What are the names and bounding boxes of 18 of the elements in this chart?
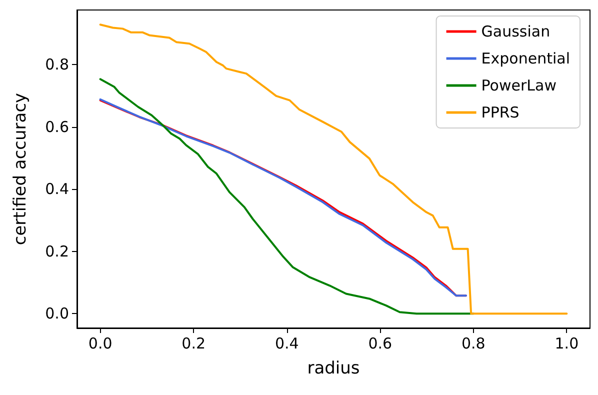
x-tick-label: 0.4 [274, 334, 299, 352]
legend-label: PPRS [481, 104, 520, 122]
y-tick-label: 0.0 [45, 304, 69, 323]
x-tick-label: 0.8 [461, 334, 486, 352]
line-series [99, 24, 568, 315]
y-tick-label: 0.6 [45, 118, 69, 136]
legend-label: Gaussian [481, 22, 550, 40]
x-tick-label: 0.6 [368, 334, 392, 352]
legend-label: Exponential [481, 50, 570, 68]
y-tick-label: 0.4 [45, 180, 69, 198]
x-tick-label: 0.2 [182, 334, 206, 352]
y-tick-label: 0.2 [45, 242, 69, 260]
x-axis-title: radius [307, 358, 360, 378]
y-axis-title: certified accuracy [10, 92, 30, 246]
x-tick-label: 1.0 [554, 334, 579, 352]
y-tick-label: 0.8 [45, 56, 69, 74]
legend-label: PowerLaw [481, 76, 556, 94]
x-tick-label: 0.0 [88, 334, 112, 352]
